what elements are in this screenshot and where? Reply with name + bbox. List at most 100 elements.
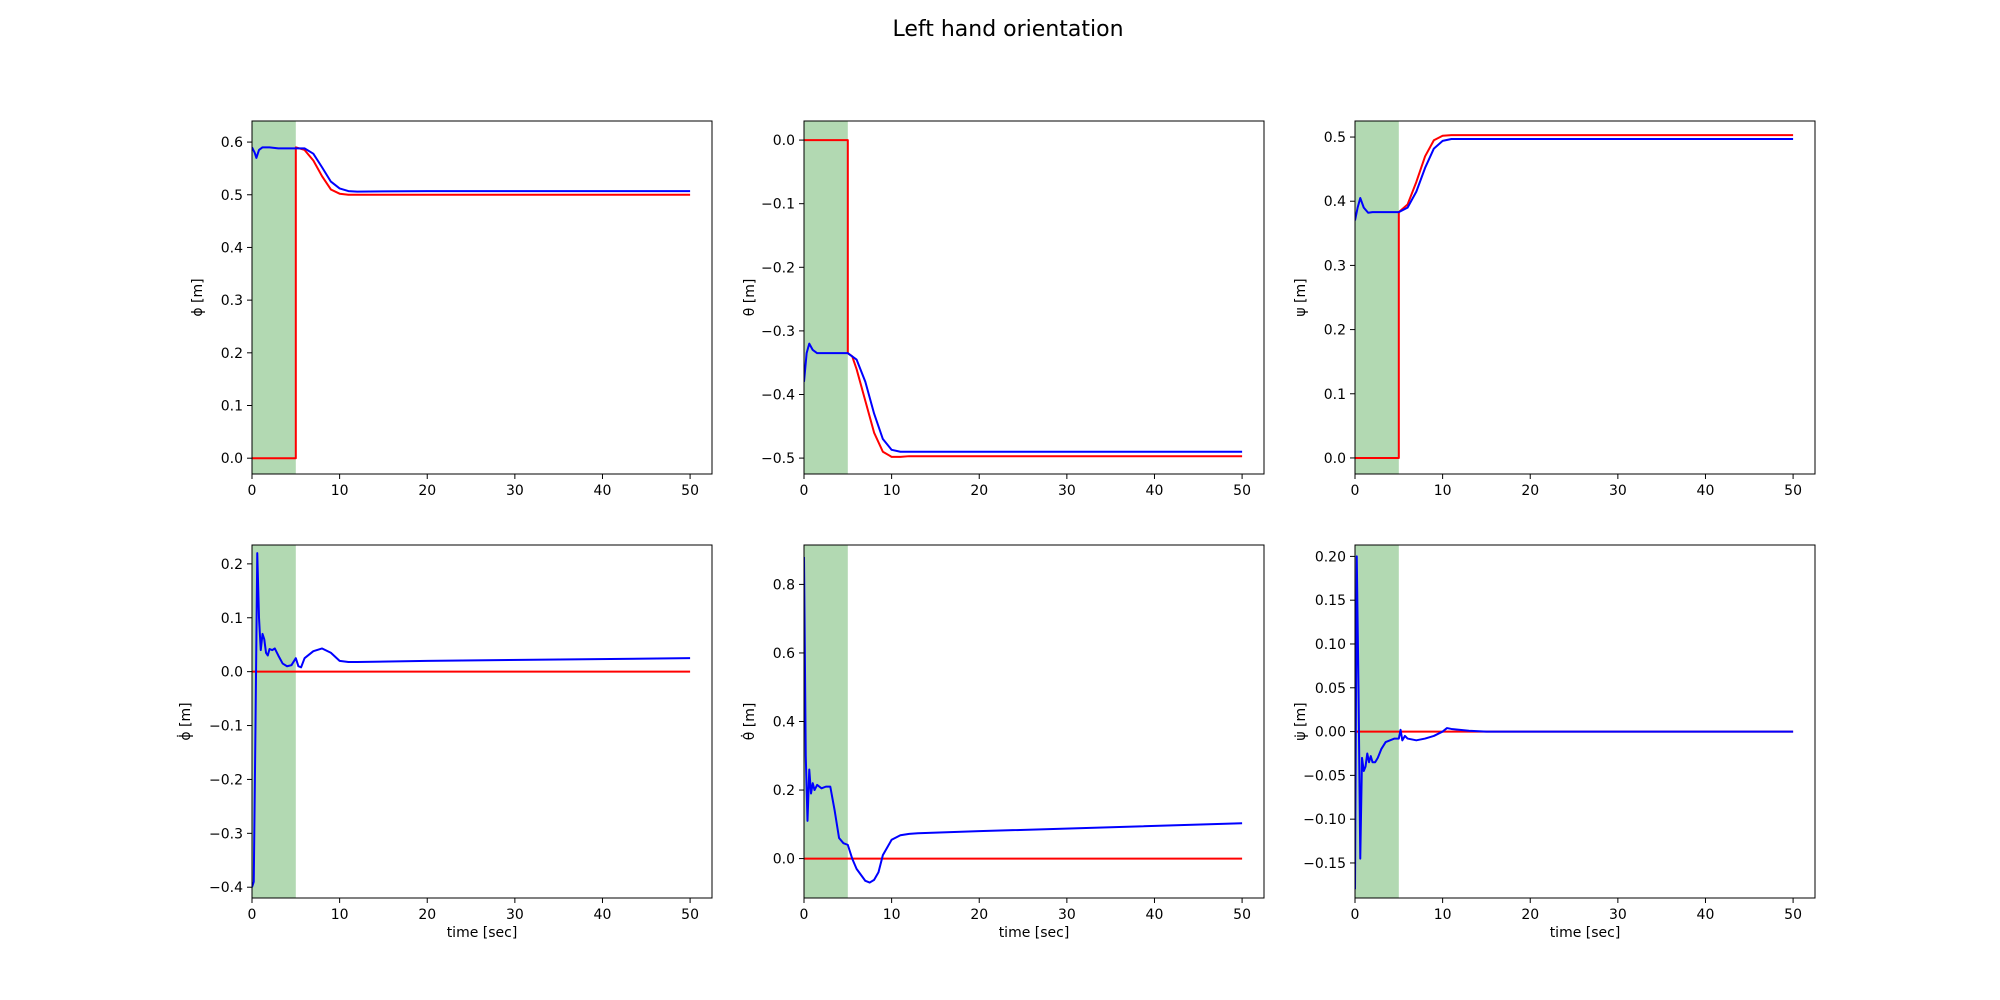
x-tick-label: 20 [1521, 483, 1539, 499]
shaded-region [1355, 121, 1399, 474]
y-tick-label: −0.5 [761, 451, 795, 467]
y-axis-label: θ [m] [742, 279, 758, 317]
x-tick-label: 40 [1697, 907, 1715, 923]
x-tick-label: 10 [883, 483, 901, 499]
y-tick-label: −0.3 [761, 324, 795, 340]
y-tick-label: 0.2 [221, 557, 243, 573]
x-axis-label: time [sec] [999, 925, 1070, 941]
y-tick-label: 0.05 [1315, 681, 1346, 697]
subplot-1: 0 10 20 30 40 50 0.0 0.1 0.2 0.3 0.4 0.5 0.6 ϕ [m] [190, 120, 713, 499]
x-tick-label: 0 [248, 907, 257, 923]
y-tick-label: −0.15 [1303, 856, 1346, 872]
y-tick-label: 0.0 [1324, 451, 1346, 467]
y-tick-label: 0.1 [221, 611, 243, 627]
x-tick-label: 0 [1351, 907, 1360, 923]
figure-title: Left hand orientation [892, 17, 1123, 42]
y-tick-label: 0.00 [1315, 725, 1346, 741]
y-tick-label: 0.1 [221, 399, 243, 415]
y-tick-label: −0.3 [209, 826, 243, 842]
x-tick-label: 20 [418, 483, 436, 499]
y-tick-label: 0.0 [221, 451, 243, 467]
reference-line [804, 139, 1243, 458]
x-tick-label: 10 [1434, 483, 1452, 499]
x-axis-label: time [sec] [447, 925, 518, 941]
y-tick-label: −0.2 [209, 772, 243, 788]
y-tick-label: −0.1 [209, 719, 243, 735]
axes-frame [1354, 120, 1816, 475]
subplot-3: 0 10 20 30 40 50 0.0 0.1 0.2 0.3 0.4 0.5 ψ [m] [1293, 120, 1816, 499]
y-tick-label: 0.8 [773, 577, 795, 593]
x-tick-label: 40 [1146, 483, 1164, 499]
y-tick-label: 0.20 [1315, 549, 1346, 565]
x-tick-label: 10 [331, 907, 349, 923]
y-tick-label: 0.2 [1324, 323, 1346, 339]
subplot-6: 0 10 20 30 40 50 0.20 0.15 0.10 0.05 0.00 −0.05 −0.1… [1293, 544, 1816, 941]
reference-line [1355, 134, 1794, 459]
x-tick-label: 10 [331, 483, 349, 499]
y-tick-label: 0.4 [221, 240, 243, 256]
reference-line [252, 146, 691, 460]
shaded-region [804, 545, 848, 898]
x-tick-label: 30 [1609, 483, 1627, 499]
subplot-2: 0 10 20 30 40 50 0.0 −0.1 −0.2 −0.3 −0.4 −0.5 θ [m] [742, 120, 1265, 499]
measured-line [252, 552, 691, 888]
axes-frame [1354, 544, 1816, 899]
x-tick-label: 30 [1058, 483, 1076, 499]
y-tick-label: 0.3 [1324, 258, 1346, 274]
measured-line [804, 556, 1243, 884]
y-tick-label: 0.0 [773, 133, 795, 149]
x-tick-label: 50 [681, 907, 699, 923]
y-axis-label: ϕ [m] [190, 278, 206, 316]
axes-frame [803, 120, 1265, 475]
y-tick-label: 0.0 [773, 852, 795, 868]
x-tick-label: 20 [1521, 907, 1539, 923]
measured-line [252, 146, 691, 193]
y-tick-label: −0.4 [209, 880, 243, 896]
x-tick-label: 30 [506, 483, 524, 499]
x-axis-label: time [sec] [1550, 925, 1621, 941]
y-tick-label: 0.1 [1324, 387, 1346, 403]
measured-line [804, 342, 1243, 453]
y-tick-label: −0.2 [761, 260, 795, 276]
y-tick-label: −0.4 [761, 387, 795, 403]
shaded-region [804, 121, 848, 474]
x-tick-label: 20 [970, 907, 988, 923]
y-axis-label: θ̇ [m] [740, 703, 758, 741]
x-tick-label: 20 [418, 907, 436, 923]
axes-frame [251, 120, 713, 475]
y-tick-label: 0.2 [221, 346, 243, 362]
y-tick-label: 0.15 [1315, 593, 1346, 609]
x-tick-label: 40 [1146, 907, 1164, 923]
y-axis-label: ψ [m] [1293, 278, 1309, 316]
x-tick-label: 50 [1784, 907, 1802, 923]
y-tick-label: 0.2 [773, 783, 795, 799]
y-tick-label: 0.4 [1324, 194, 1346, 210]
y-tick-label: 0.4 [773, 715, 795, 731]
y-tick-label: 0.6 [773, 646, 795, 662]
y-tick-label: −0.05 [1303, 768, 1346, 784]
x-tick-label: 40 [594, 483, 612, 499]
axes-frame [251, 544, 713, 899]
x-tick-label: 30 [506, 907, 524, 923]
y-tick-label: 0.0 [221, 665, 243, 681]
x-tick-label: 50 [681, 483, 699, 499]
x-tick-label: 0 [248, 483, 257, 499]
y-axis-label: ψ̇ [m] [1293, 702, 1309, 740]
shaded-region [252, 121, 296, 474]
x-tick-label: 40 [594, 907, 612, 923]
y-tick-label: −0.10 [1303, 812, 1346, 828]
y-tick-label: 0.6 [221, 135, 243, 151]
x-tick-label: 0 [1351, 483, 1360, 499]
x-tick-label: 0 [800, 907, 809, 923]
subplot-grid: 0 10 20 30 40 50 0.0 0.1 0.2 0.3 0.4 0.5 0.6 ϕ [m] 0 10… [176, 120, 1816, 941]
x-tick-label: 20 [970, 483, 988, 499]
subplot-5: 0 10 20 30 40 50 0.0 0.2 0.4 0.6 0.8 θ̇ [m] time [se… [740, 544, 1265, 941]
x-tick-label: 0 [800, 483, 809, 499]
measured-line [1355, 555, 1794, 890]
subplot-4: 0 10 20 30 40 50 0.2 0.1 0.0 −0.1 −0.2 −0.3 −0.4 ϕ̇ [… [176, 544, 713, 941]
shaded-region [1355, 545, 1399, 898]
y-axis-label: ϕ̇ [m] [176, 702, 194, 740]
y-tick-label: 0.5 [1324, 130, 1346, 146]
x-tick-label: 10 [883, 907, 901, 923]
